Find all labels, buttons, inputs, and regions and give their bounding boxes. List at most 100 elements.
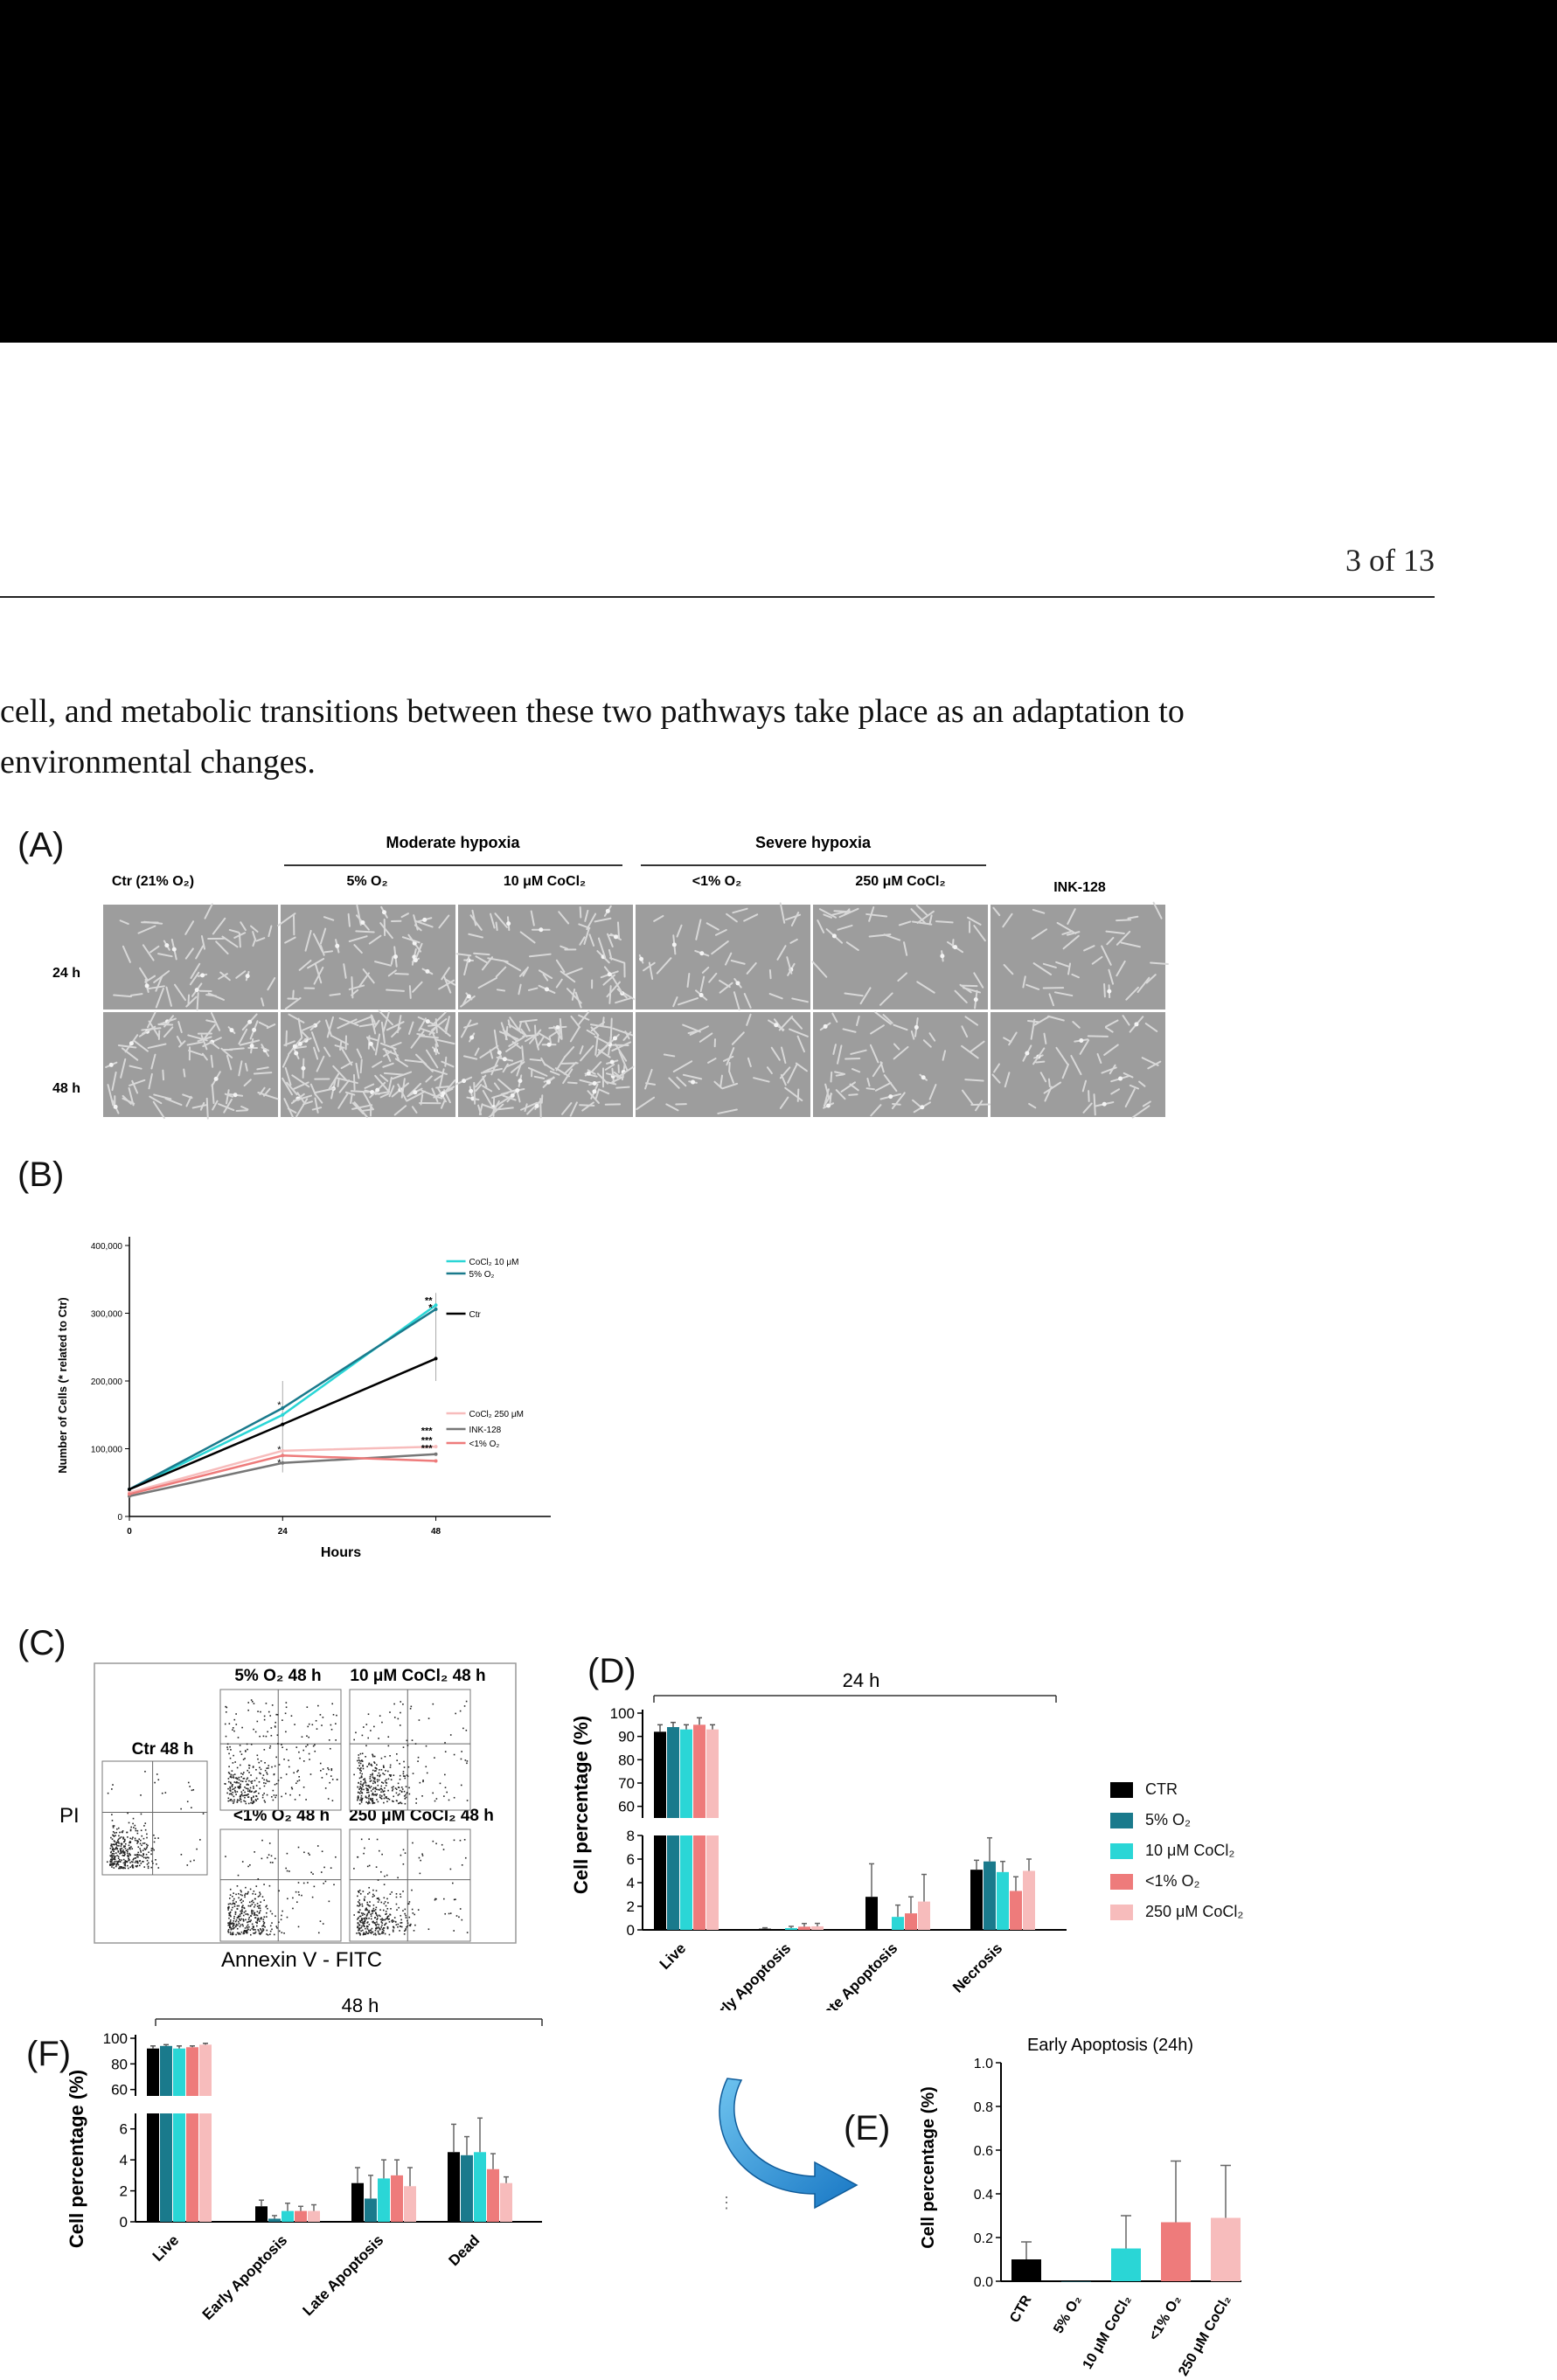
c-event-dot: [107, 1792, 109, 1794]
c-event-dot: [359, 1786, 361, 1788]
cell-shape: [372, 1060, 383, 1068]
cell-shape: [441, 1060, 455, 1068]
cell-shape: [431, 1017, 448, 1031]
c-event-dot: [275, 1915, 276, 1918]
c-event-dot: [261, 1777, 264, 1780]
cell-shape: [141, 1027, 154, 1035]
c-event-dot: [372, 1792, 374, 1794]
cell-shape: [910, 908, 927, 925]
cell-shape: [205, 1019, 217, 1023]
legend-item: 5% O₂: [1110, 1805, 1285, 1835]
cell-bright: [229, 1028, 234, 1033]
cell-shape: [358, 1023, 378, 1028]
cell-shape: [495, 966, 507, 978]
row-label-48h: 48 h: [52, 1081, 80, 1096]
c-event-dot: [378, 1914, 380, 1917]
cell-shape: [837, 924, 853, 931]
cell-shape: [587, 1090, 600, 1104]
cell-shape: [601, 1017, 605, 1028]
d-title: 24 h: [843, 1669, 880, 1691]
c-event-dot: [316, 1845, 319, 1847]
c-event-dot: [463, 1839, 466, 1841]
cell-shape: [790, 1017, 803, 1030]
c-event-dot: [144, 1849, 147, 1850]
c-event-dot: [286, 1748, 288, 1751]
c-event-dot: [364, 1922, 365, 1925]
cell-shape: [444, 978, 456, 986]
cell-bright: [546, 1042, 552, 1047]
cell-shape: [324, 1019, 333, 1037]
cell-bright: [252, 1027, 257, 1032]
bar-lower: [186, 2113, 198, 2222]
c-event-dot: [378, 1926, 379, 1928]
c-event-dot: [275, 1782, 278, 1785]
c-event-dot: [397, 1877, 399, 1879]
cell-shape: [252, 938, 257, 947]
cell-shape: [548, 1028, 562, 1038]
c-event-dot: [381, 1781, 383, 1784]
c-event-dot: [374, 1932, 377, 1934]
c-event-dot: [248, 1765, 251, 1766]
cell-shape: [419, 1027, 435, 1035]
cell-bright: [335, 943, 340, 948]
c-event-dot: [458, 1916, 460, 1919]
c-event-dot: [373, 1762, 376, 1764]
c-event-dot: [236, 1801, 239, 1803]
c-event-dot: [357, 1799, 358, 1801]
c-event-dot: [466, 1800, 469, 1801]
c-event-dot: [232, 1727, 234, 1729]
cell-shape: [142, 944, 155, 961]
c-event-dot: [379, 1849, 380, 1852]
c-event-dot: [254, 1929, 256, 1931]
c-event-dot: [403, 1766, 406, 1768]
c-event-dot: [229, 1919, 232, 1921]
c-event-dot: [230, 1793, 233, 1794]
c-event-dot: [229, 1922, 232, 1925]
c-event-dot: [139, 1842, 142, 1845]
cell-shape: [383, 1072, 405, 1076]
c-event-dot: [251, 1912, 254, 1914]
c-event-dot: [228, 1914, 231, 1917]
c-event-dot: [111, 1820, 114, 1821]
c-event-dot: [302, 1749, 305, 1752]
c-event-dot: [281, 1744, 282, 1745]
c-event-dot: [328, 1739, 330, 1741]
cell-shape: [1048, 993, 1055, 1007]
c-event-dot: [252, 1910, 254, 1912]
c-event-dot: [395, 1893, 398, 1895]
bar-upper: [160, 2045, 172, 2096]
c-event-dot: [236, 1908, 239, 1910]
c-event-dot: [227, 1800, 230, 1802]
c-event-dot: [435, 1898, 437, 1900]
bar-lower: [693, 1835, 706, 1930]
c-event-dot: [396, 1753, 398, 1755]
c-event-dot: [330, 1768, 333, 1770]
cell-bright: [194, 988, 199, 993]
cell-shape: [837, 1044, 843, 1065]
c-event-dot: [114, 1863, 115, 1865]
c-event-dot: [412, 1773, 414, 1774]
cell-shape: [1043, 1032, 1047, 1044]
cell-bright: [247, 1019, 253, 1024]
c-event-dot: [186, 1864, 189, 1866]
c-event-dot: [368, 1886, 370, 1889]
c-event-dot: [365, 1917, 368, 1919]
cell-shape: [1138, 1080, 1146, 1087]
c-event-dot: [115, 1846, 117, 1849]
c-event-dot: [112, 1825, 115, 1827]
c-event-dot: [111, 1866, 113, 1868]
c-event-dot: [375, 1925, 377, 1926]
cell-shape: [338, 1017, 359, 1027]
c-event-dot: [400, 1926, 403, 1928]
c-event-dot: [397, 1717, 400, 1720]
cell-bright: [592, 1080, 597, 1086]
c-event-dot: [383, 1773, 386, 1776]
cell-shape: [830, 1071, 833, 1083]
c-event-dot: [395, 1792, 398, 1794]
c-event-dot: [142, 1861, 144, 1863]
bar-upper: [173, 2048, 185, 2096]
c-event-dot: [231, 1909, 233, 1911]
cell-bright: [144, 983, 149, 989]
c-event-dot: [360, 1780, 362, 1783]
c-event-dot: [353, 1868, 355, 1870]
